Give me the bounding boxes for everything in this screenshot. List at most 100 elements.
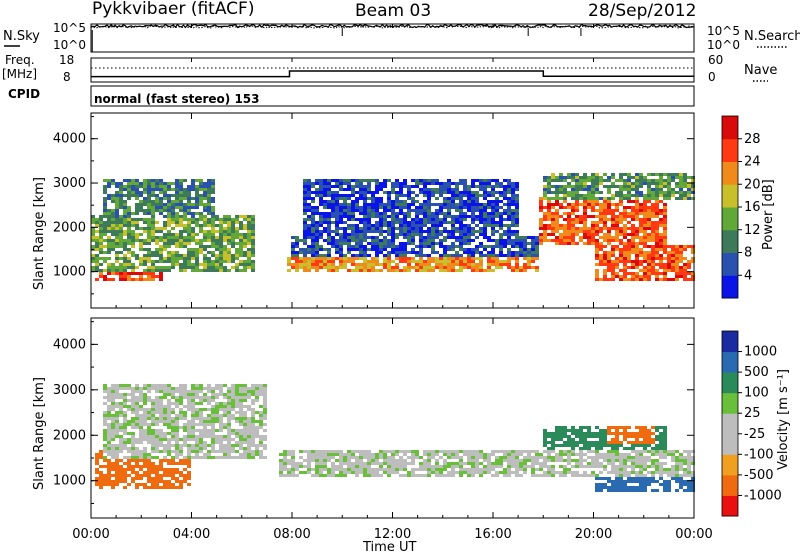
power-cell — [235, 221, 239, 224]
velocity-cell — [595, 441, 599, 444]
power-cell — [135, 185, 139, 188]
power-cell — [347, 236, 351, 239]
power-cell — [331, 269, 335, 272]
velocity-cell — [467, 450, 471, 453]
power-cell — [415, 245, 419, 248]
power-cell — [343, 206, 347, 209]
power-cell — [211, 182, 215, 185]
power-cell — [347, 209, 351, 212]
velocity-cell — [363, 462, 367, 465]
velocity-cell — [227, 426, 231, 429]
power-cell — [647, 266, 651, 269]
power-cell — [207, 206, 211, 209]
power-cell — [239, 224, 243, 227]
velocity-cell — [107, 408, 111, 411]
power-cell — [163, 185, 167, 188]
velocity-cell — [579, 447, 583, 450]
power-cell — [635, 257, 639, 260]
power-cell — [419, 212, 423, 215]
velocity-cell — [123, 411, 127, 414]
power-cell — [391, 236, 395, 239]
power-cell — [519, 239, 523, 242]
power-cell — [483, 245, 487, 248]
power-cell — [615, 209, 619, 212]
power-cell — [631, 194, 635, 197]
velocity-cell — [579, 435, 583, 438]
velocity-cell — [159, 402, 163, 405]
power-cell — [211, 239, 215, 242]
power-cell — [147, 203, 151, 206]
power-cell — [331, 263, 335, 266]
power-cell — [171, 203, 175, 206]
velocity-cell — [375, 474, 379, 477]
velocity-cell — [591, 471, 595, 474]
power-cell — [143, 221, 147, 224]
velocity-cell — [155, 483, 159, 486]
velocity-cell — [587, 432, 591, 435]
power-cell — [119, 239, 123, 242]
power-cell — [551, 230, 555, 233]
velocity-cell — [615, 429, 619, 432]
velocity-cell — [151, 411, 155, 414]
velocity-cell — [563, 459, 567, 462]
power-cell — [627, 233, 631, 236]
velocity-cell — [483, 465, 487, 468]
velocity-cell — [179, 480, 183, 483]
power-cell — [471, 218, 475, 221]
power-cell — [391, 203, 395, 206]
power-cell — [139, 182, 143, 185]
velocity-cell — [607, 486, 611, 489]
velocity-cell — [171, 423, 175, 426]
power-cell — [311, 218, 315, 221]
power-cell — [431, 194, 435, 197]
power-cell — [143, 227, 147, 230]
power-cell — [359, 179, 363, 182]
power-cell — [167, 215, 171, 218]
velocity-cell — [147, 414, 151, 417]
velocity-cell — [263, 456, 267, 459]
velocity-cell — [571, 429, 575, 432]
velocity-cell — [147, 474, 151, 477]
power-cell — [651, 191, 655, 194]
power-cell — [167, 206, 171, 209]
power-cell — [623, 272, 627, 275]
power-cell — [203, 185, 207, 188]
velocity-cell — [299, 471, 303, 474]
power-cell — [655, 278, 659, 281]
power-cell — [327, 242, 331, 245]
power-cell — [615, 218, 619, 221]
power-cell — [587, 200, 591, 203]
velocity-cell — [143, 393, 147, 396]
power-cell — [411, 227, 415, 230]
power-cell — [423, 191, 427, 194]
velocity-cell — [407, 462, 411, 465]
velocity-cell — [123, 477, 127, 480]
velocity-cell — [123, 405, 127, 408]
power-cell — [639, 212, 643, 215]
power-cell — [515, 242, 519, 245]
velocity-cell — [403, 459, 407, 462]
velocity-cell — [107, 429, 111, 432]
power-cell — [311, 221, 315, 224]
power-cell — [671, 269, 675, 272]
velocity-cell — [171, 471, 175, 474]
cpid-label: CPID — [8, 87, 40, 101]
velocity-cell — [619, 432, 623, 435]
power-cell — [651, 203, 655, 206]
power-cell — [239, 248, 243, 251]
velocity-cell — [111, 468, 115, 471]
power-cell — [111, 272, 115, 275]
velocity-cell — [611, 459, 615, 462]
velocity-cell — [219, 429, 223, 432]
velocity-cell — [143, 387, 147, 390]
velocity-cell — [263, 405, 267, 408]
power-cell — [191, 248, 195, 251]
velocity-cell — [103, 411, 107, 414]
power-cell — [379, 224, 383, 227]
power-cell — [419, 263, 423, 266]
velocity-cell — [575, 441, 579, 444]
power-cell — [363, 254, 367, 257]
velocity-cell — [427, 474, 431, 477]
power-cell — [291, 245, 295, 248]
power-cell — [575, 185, 579, 188]
